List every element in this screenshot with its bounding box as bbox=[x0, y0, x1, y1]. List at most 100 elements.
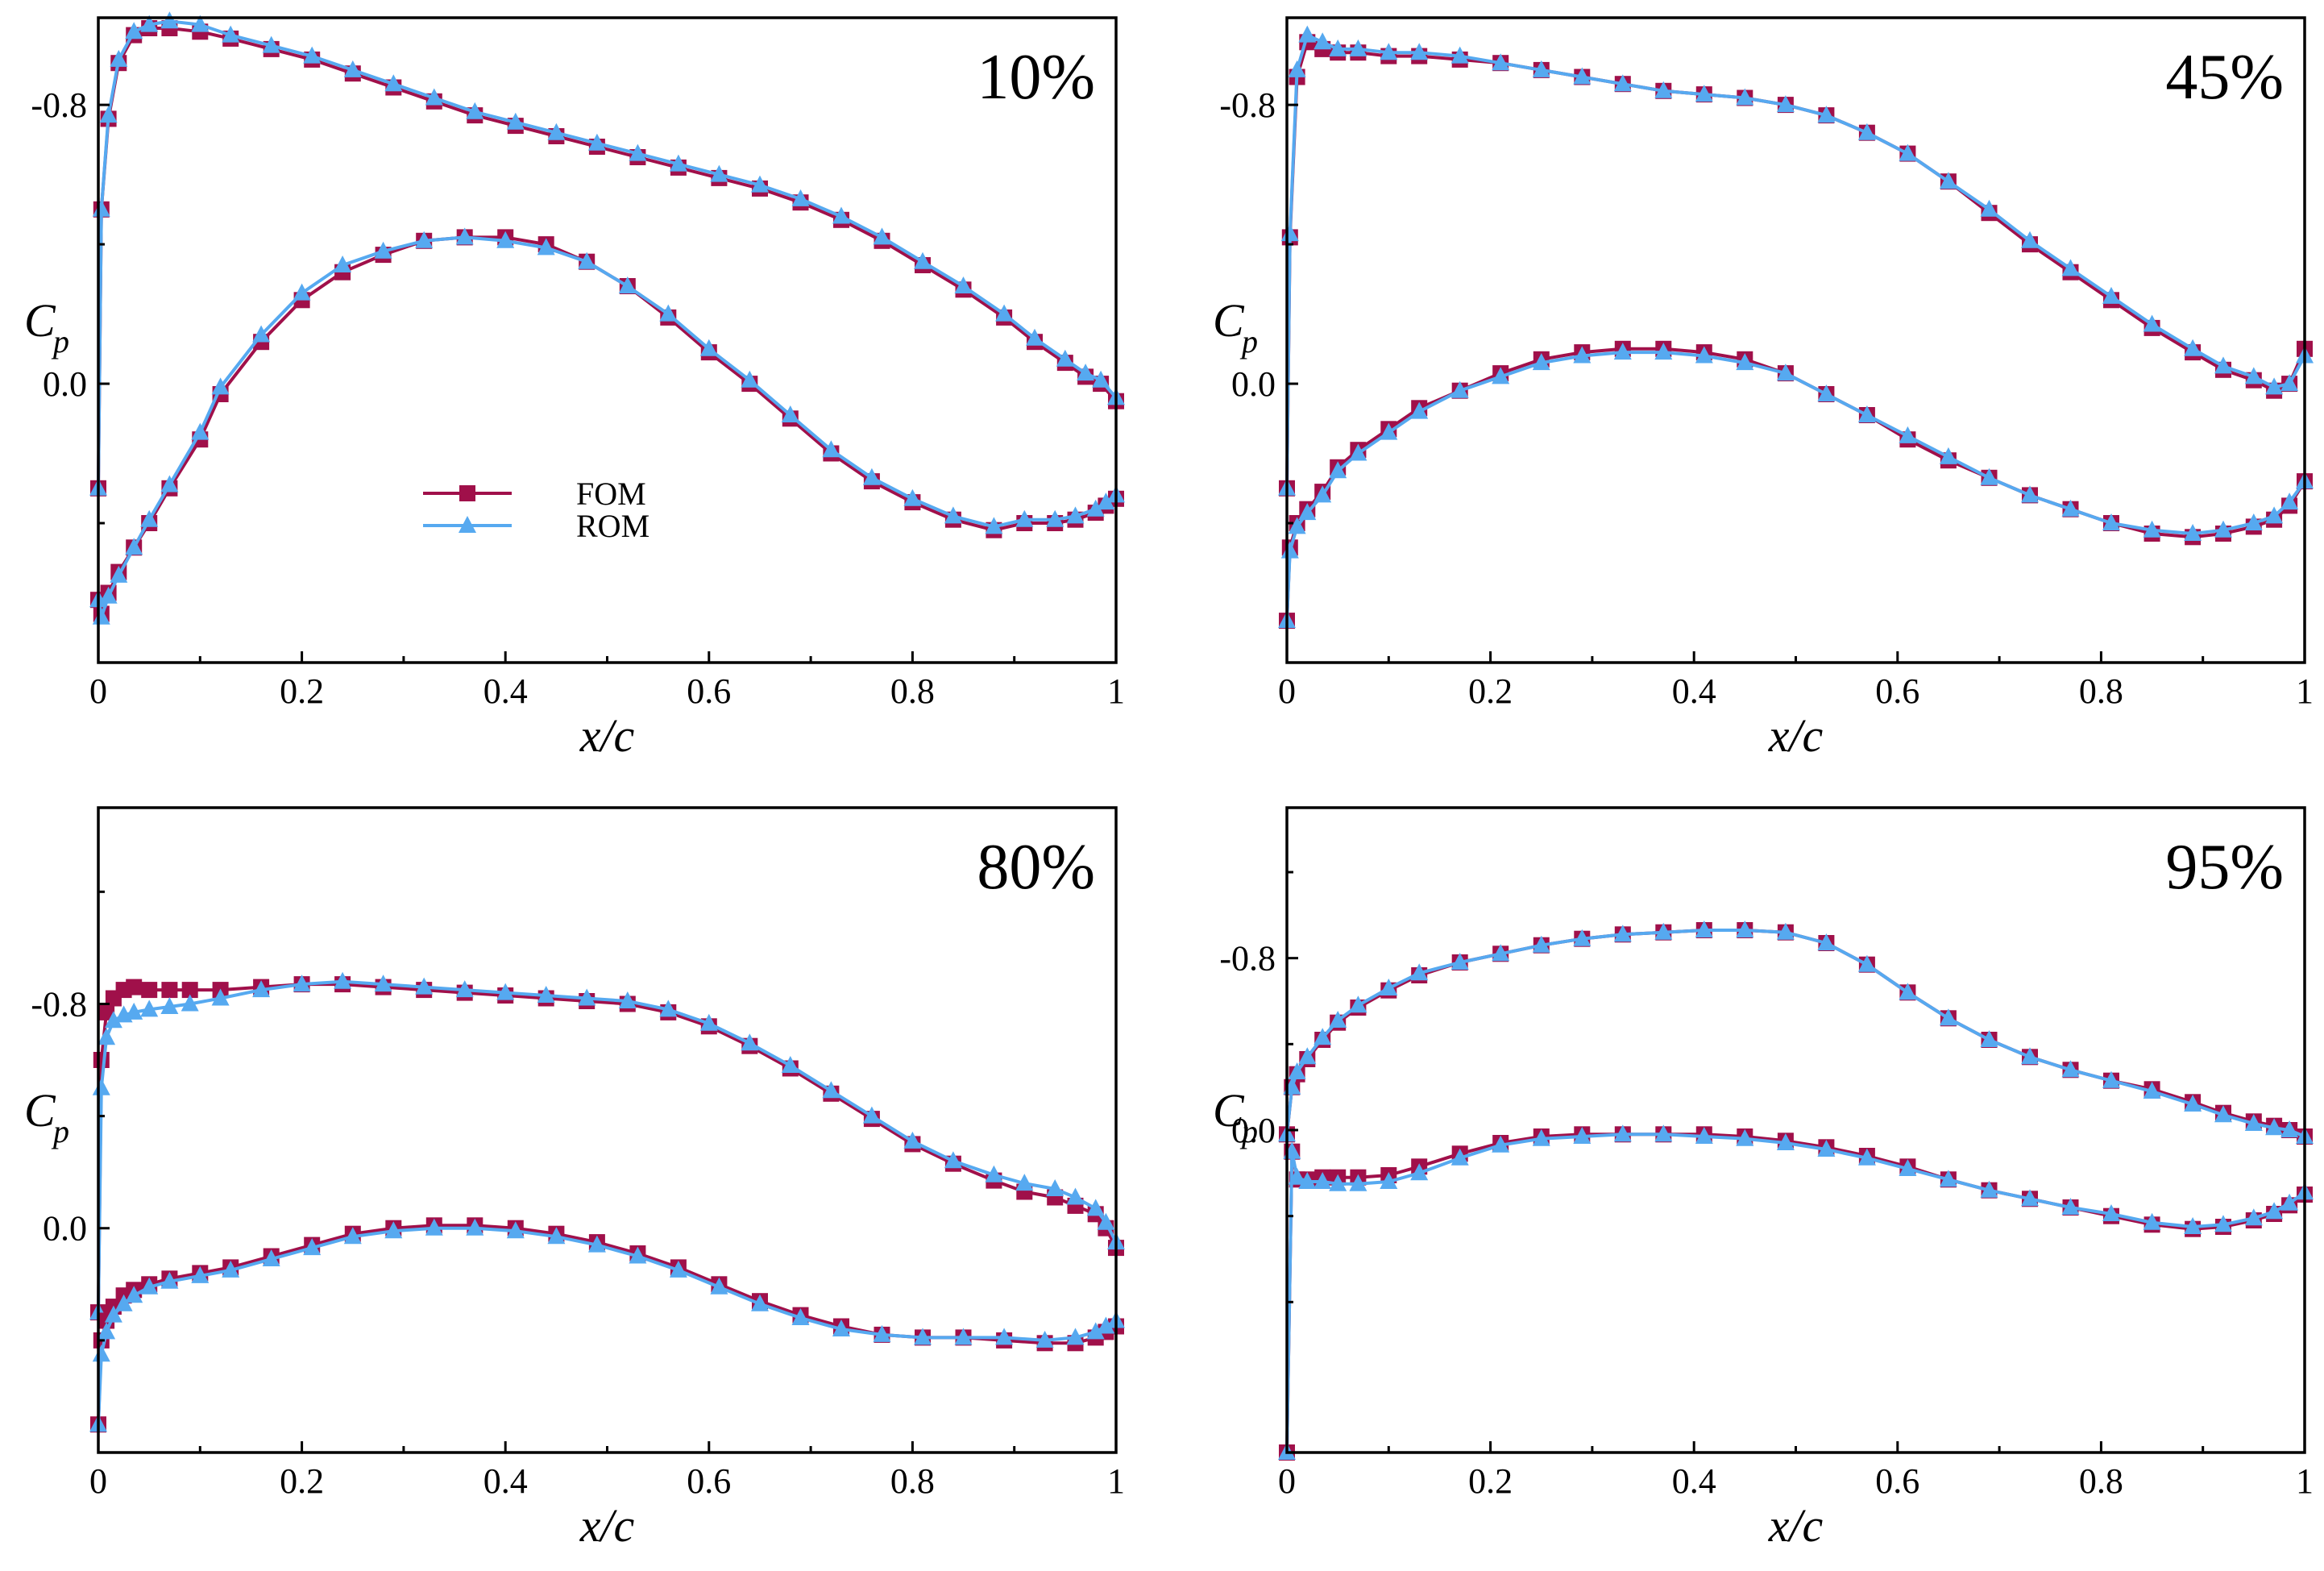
data-point-rom bbox=[2143, 1212, 2161, 1230]
data-point-rom bbox=[1380, 1172, 1398, 1189]
data-point-rom bbox=[415, 231, 434, 248]
x-tick-label: 0.8 bbox=[890, 1461, 935, 1501]
x-tick-label: 0.8 bbox=[890, 671, 935, 711]
data-point-rom bbox=[303, 46, 322, 64]
data-point-rom bbox=[104, 1305, 122, 1323]
y-axis-label: C bbox=[24, 1084, 56, 1137]
data-point-rom bbox=[537, 986, 555, 1003]
x-tick-label: 0.2 bbox=[1468, 671, 1513, 711]
data-point-rom bbox=[343, 60, 362, 77]
data-point-rom bbox=[1077, 364, 1095, 381]
data-point-rom bbox=[629, 1246, 647, 1264]
data-point-rom bbox=[1313, 1172, 1332, 1189]
data-point-rom bbox=[2265, 377, 2284, 395]
x-tick-label: 0.4 bbox=[1672, 671, 1716, 711]
data-point-rom bbox=[2214, 1215, 2232, 1232]
data-point-rom bbox=[1288, 1062, 1306, 1079]
data-point-rom bbox=[1776, 922, 1795, 940]
data-point-rom bbox=[1817, 384, 1836, 401]
data-point-rom bbox=[2214, 1105, 2232, 1123]
data-point-rom bbox=[1573, 67, 1592, 85]
data-point-rom bbox=[1817, 106, 1836, 123]
data-point-rom bbox=[2244, 367, 2263, 384]
data-point-rom bbox=[578, 251, 596, 269]
data-point-rom bbox=[699, 339, 718, 356]
y-axis-label-subscript: p bbox=[51, 323, 69, 360]
data-point-rom bbox=[1066, 506, 1085, 524]
data-point-rom bbox=[995, 304, 1014, 322]
data-point-rom bbox=[669, 1260, 687, 1278]
x-tick-label: 0.6 bbox=[687, 671, 731, 711]
data-point-rom bbox=[1410, 963, 1429, 981]
series-line-rom-3 bbox=[1285, 351, 2306, 621]
data-point-rom bbox=[1939, 1170, 1957, 1187]
data-point-fom bbox=[161, 982, 178, 999]
series-line-fom-2 bbox=[97, 235, 1118, 616]
panel-80-percent: 0 0.2 0.4 0.6 0.8 1 -0.8 0.0 80% x/c Cp bbox=[24, 806, 1125, 1552]
data-point-rom bbox=[1380, 422, 1398, 440]
data-point-rom bbox=[110, 49, 128, 67]
data-point-rom bbox=[1349, 39, 1367, 56]
data-point-rom bbox=[1410, 1163, 1429, 1181]
x-tick-label: 0.2 bbox=[280, 1461, 324, 1501]
data-point-rom bbox=[791, 1308, 810, 1325]
data-point-rom bbox=[1298, 1172, 1317, 1189]
data-point-rom bbox=[1450, 1148, 1469, 1166]
data-point-rom bbox=[1492, 367, 1510, 384]
data-point-rom bbox=[954, 276, 973, 293]
data-point-rom bbox=[384, 74, 403, 92]
data-point-rom bbox=[140, 1000, 159, 1017]
series-line-rom-1 bbox=[1285, 929, 2305, 1138]
data-point-rom bbox=[99, 586, 118, 604]
data-point-rom bbox=[2102, 513, 2120, 530]
y-tick-label: 0.0 bbox=[1231, 1111, 1276, 1150]
y-axis-label-subscript: p bbox=[51, 1113, 69, 1149]
data-point-rom bbox=[262, 35, 280, 53]
data-point-rom bbox=[110, 565, 128, 583]
data-point-rom bbox=[2184, 1217, 2202, 1234]
data-point-rom bbox=[1695, 1127, 1713, 1144]
data-point-rom bbox=[751, 175, 769, 193]
data-point-rom bbox=[1450, 46, 1469, 64]
data-point-rom bbox=[2184, 339, 2202, 356]
data-point-rom bbox=[1532, 935, 1550, 953]
data-point-rom bbox=[1613, 343, 1632, 360]
data-point-rom bbox=[1066, 1328, 1085, 1345]
series-line-fom-2 bbox=[1285, 1133, 2306, 1453]
data-point-rom bbox=[2143, 1082, 2161, 1099]
data-point-rom bbox=[455, 227, 474, 245]
data-point-rom bbox=[1736, 1128, 1754, 1146]
data-point-rom bbox=[587, 1235, 606, 1253]
data-point-rom bbox=[710, 164, 728, 182]
data-point-rom bbox=[2265, 1118, 2284, 1136]
y-axis-label-subscript: p bbox=[1239, 323, 1258, 360]
data-point-rom bbox=[1980, 199, 1998, 217]
data-point-rom bbox=[2102, 1204, 2120, 1221]
data-point-rom bbox=[293, 975, 311, 992]
data-point-rom bbox=[822, 440, 840, 458]
data-point-rom bbox=[985, 517, 1003, 534]
data-point-rom bbox=[2102, 286, 2120, 304]
data-point-rom bbox=[211, 988, 230, 1006]
x-tick-label: 0.4 bbox=[483, 1461, 528, 1501]
data-point-rom bbox=[191, 15, 210, 32]
x-tick-label: 1 bbox=[2296, 671, 2314, 711]
x-tick-label: 0 bbox=[89, 1461, 107, 1501]
data-point-rom bbox=[1613, 1124, 1632, 1142]
x-tick-label: 0.2 bbox=[1468, 1461, 1513, 1501]
data-point-rom bbox=[903, 488, 922, 506]
data-point-rom bbox=[104, 1011, 122, 1029]
data-point-rom bbox=[1532, 60, 1550, 77]
data-point-rom bbox=[1349, 443, 1367, 461]
data-point-rom bbox=[781, 1056, 799, 1073]
data-point-rom bbox=[1613, 925, 1632, 942]
data-point-rom bbox=[1776, 1133, 1795, 1150]
x-tick-label: 1 bbox=[1107, 1461, 1125, 1501]
data-point-rom bbox=[140, 509, 159, 527]
panel-95-percent: 0 0.2 0.4 0.6 0.8 1 -0.8 0.0 95% x/c Cp bbox=[1213, 806, 2314, 1552]
y-tick-label: 0.0 bbox=[43, 364, 87, 404]
x-axis-label: x/c bbox=[579, 1499, 635, 1552]
data-point-rom bbox=[1298, 25, 1317, 43]
data-point-rom bbox=[334, 256, 352, 272]
data-point-rom bbox=[374, 241, 392, 259]
